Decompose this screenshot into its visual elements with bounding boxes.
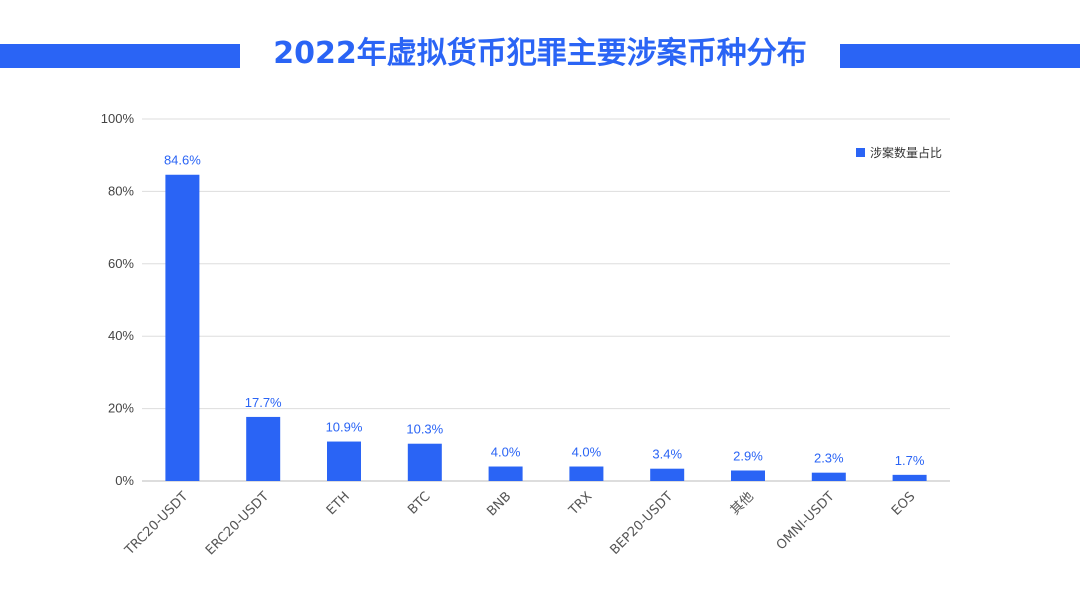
y-axis-ticks: 0% 20% 40% 60% 80% 100% bbox=[101, 111, 135, 488]
x-tick-label: TRC20-USDT bbox=[122, 489, 192, 559]
y-tick-label: 60% bbox=[108, 256, 134, 271]
x-tick-label: 其他 bbox=[728, 489, 757, 518]
bar bbox=[892, 474, 927, 481]
bar bbox=[165, 174, 200, 482]
x-tick-label: TRX bbox=[566, 489, 596, 519]
data-label: 2.9% bbox=[733, 449, 763, 464]
x-tick-label: BNB bbox=[484, 489, 514, 519]
x-tick-label: OMNI-USDT bbox=[774, 489, 838, 553]
y-tick-label: 40% bbox=[108, 328, 134, 343]
data-label: 4.0% bbox=[491, 445, 521, 460]
title-decoration-left bbox=[0, 44, 240, 68]
bar bbox=[811, 472, 846, 481]
bar bbox=[650, 468, 685, 481]
legend: 涉案数量占比 bbox=[856, 145, 942, 160]
legend-swatch bbox=[856, 148, 865, 157]
bar bbox=[246, 416, 281, 481]
legend-label: 涉案数量占比 bbox=[870, 145, 942, 160]
bars bbox=[165, 174, 927, 482]
bar bbox=[327, 441, 361, 481]
bar bbox=[569, 466, 604, 481]
data-label: 17.7% bbox=[245, 395, 282, 410]
bar bbox=[488, 466, 523, 481]
y-tick-label: 80% bbox=[108, 183, 134, 198]
data-label: 3.4% bbox=[652, 447, 682, 462]
bar bbox=[731, 470, 765, 481]
x-axis-ticks: TRC20-USDT ERC20-USDT ETH BTC BNB TRX BEP20-US… bbox=[122, 489, 919, 559]
chart-title: 2022年虚拟货币犯罪主要涉案币种分布 bbox=[273, 36, 807, 71]
y-tick-label: 20% bbox=[108, 401, 134, 416]
data-label: 4.0% bbox=[572, 445, 602, 460]
x-tick-label: EOS bbox=[889, 489, 918, 518]
data-label: 84.6% bbox=[164, 153, 201, 168]
data-label: 10.3% bbox=[406, 422, 443, 437]
x-tick-label: BEP20-USDT bbox=[607, 489, 676, 558]
data-label: 2.3% bbox=[814, 451, 844, 466]
x-tick-label: BTC bbox=[405, 489, 433, 517]
x-tick-label: ETH bbox=[324, 489, 353, 518]
bar bbox=[407, 443, 442, 481]
data-label: 1.7% bbox=[895, 453, 925, 468]
data-labels: 84.6% 17.7% 10.9% 10.3% 4.0% 4.0% 3.4% 2.9% 2.3%… bbox=[164, 153, 925, 468]
title-decoration-right bbox=[840, 44, 1080, 68]
x-tick-label: ERC20-USDT bbox=[203, 489, 272, 558]
y-tick-label: 0% bbox=[115, 473, 134, 488]
y-tick-label: 100% bbox=[101, 111, 135, 126]
data-label: 10.9% bbox=[326, 420, 363, 435]
